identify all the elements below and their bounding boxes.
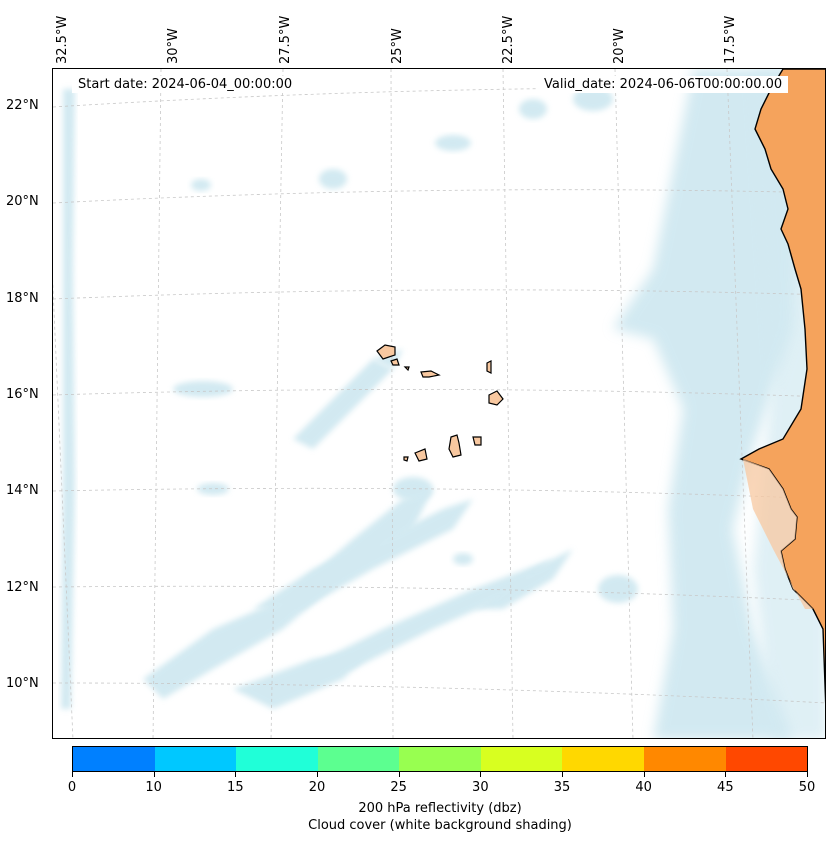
lon-label: 32.5°W — [55, 15, 70, 64]
colorbar-tick — [643, 772, 645, 777]
map-graphic — [53, 69, 825, 738]
lon-label: 17.5°W — [723, 15, 738, 64]
start-date-label: Start date: 2024-06-04_00:00:00 — [72, 76, 299, 93]
colorbar-tick-label: 15 — [227, 780, 244, 795]
colorbar-segment — [725, 747, 808, 771]
lon-label: 20°W — [612, 28, 627, 64]
cloud-cover-shading — [61, 69, 825, 738]
lat-label: 22°N — [6, 98, 39, 113]
colorbar-tick — [480, 772, 482, 777]
colorbar-tick-label: 30 — [472, 780, 489, 795]
colorbar-tick — [317, 772, 318, 777]
colorbar-tick-label: 50 — [798, 780, 816, 795]
colorbar-segment — [236, 747, 318, 771]
colorbar-segment — [562, 747, 644, 771]
colorbar-tick-label: 25 — [390, 780, 407, 795]
lon-label: 30°W — [166, 28, 181, 64]
colorbar-tick-label: 45 — [717, 780, 734, 795]
graticule — [53, 69, 825, 738]
colorbar-segment — [480, 747, 563, 771]
colorbar-segment — [73, 747, 155, 771]
africa-coastal-tint — [743, 459, 813, 609]
colorbar-tick — [562, 772, 563, 777]
lat-label: 12°N — [6, 580, 39, 595]
colorbar-tick-label: 20 — [308, 780, 326, 795]
lon-label: 25°W — [390, 28, 405, 64]
reflectivity-colorbar — [72, 746, 808, 772]
colorbar-tick-label: 10 — [145, 780, 162, 795]
lon-label: 22.5°W — [501, 15, 516, 64]
colorbar-segment — [317, 747, 400, 771]
colorbar-tick — [153, 772, 155, 777]
colorbar-tick-label: 40 — [635, 780, 652, 795]
colorbar-tick — [235, 772, 237, 777]
colorbar-sublabel: Cloud cover (white background shading) — [308, 818, 572, 833]
lat-label: 10°N — [6, 676, 39, 691]
colorbar-segment — [399, 747, 481, 771]
colorbar-tick — [807, 772, 808, 777]
lat-label: 16°N — [6, 387, 39, 402]
lat-label: 14°N — [6, 483, 39, 498]
colorbar-segment — [154, 747, 237, 771]
colorbar-tick-label: 0 — [67, 780, 77, 795]
lat-label: 18°N — [6, 291, 39, 306]
lon-label: 27.5°W — [278, 15, 293, 64]
colorbar-tick-label: 35 — [553, 780, 571, 795]
colorbar-label: 200 hPa reflectivity (dbz) — [358, 801, 522, 816]
lat-label: 20°N — [6, 194, 39, 209]
colorbar-tick — [725, 772, 727, 777]
colorbar-segment — [643, 747, 726, 771]
valid-date-label: Valid_date: 2024-06-06T00:00:00.00 — [538, 76, 789, 93]
colorbar-tick — [398, 772, 400, 777]
map-canvas[interactable] — [52, 68, 826, 739]
cape-verde-islands — [376, 344, 504, 462]
colorbar-tick — [72, 772, 73, 777]
